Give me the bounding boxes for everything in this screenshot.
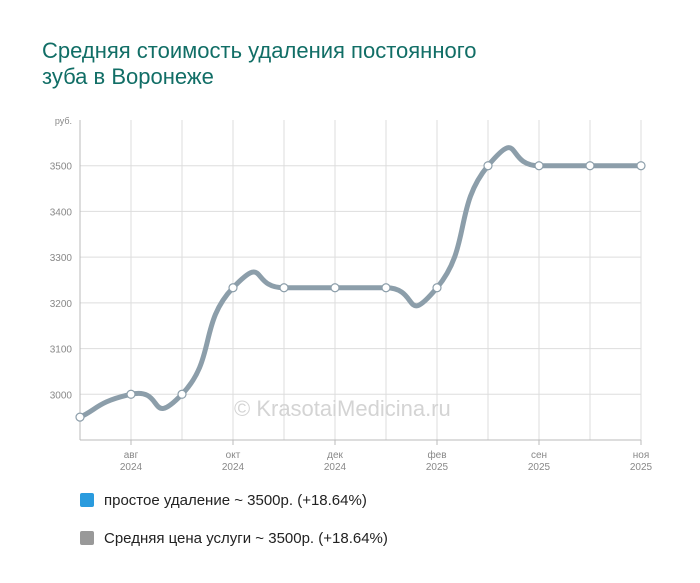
chart-title-line-1: Средняя стоимость удаления постоянного bbox=[42, 38, 477, 63]
x-tick-label-month: ноя bbox=[633, 450, 650, 461]
legend-swatch-average-price bbox=[80, 531, 94, 545]
legend-item-simple-removal[interactable]: простое удаление ~ 3500р. (+18.64%) bbox=[80, 490, 388, 510]
data-point bbox=[330, 283, 340, 293]
data-point bbox=[534, 161, 544, 171]
x-tick-label-year: 2025 bbox=[528, 462, 551, 470]
x-tick-label-year: 2025 bbox=[630, 462, 653, 470]
x-tick-label-year: 2024 bbox=[120, 462, 143, 470]
y-axis-label: руб. bbox=[55, 116, 72, 126]
series-line bbox=[77, 145, 644, 420]
x-tick-label-month: сен bbox=[531, 450, 547, 461]
y-tick-label: 3200 bbox=[50, 299, 73, 310]
y-tick-label: 3400 bbox=[50, 207, 73, 218]
x-tick-label-month: окт bbox=[226, 450, 241, 461]
chart-title: Средняя стоимость удаления постоянного з… bbox=[42, 38, 602, 90]
data-point bbox=[432, 283, 442, 293]
x-tick-label-month: дек bbox=[327, 450, 343, 461]
data-point bbox=[636, 161, 646, 171]
legend-swatch-simple-removal bbox=[80, 493, 94, 507]
legend-label-simple-removal: простое удаление ~ 3500р. (+18.64%) bbox=[104, 491, 367, 509]
legend-label-average-price: Средняя цена услуги ~ 3500р. (+18.64%) bbox=[104, 529, 388, 547]
data-point bbox=[228, 283, 238, 293]
data-point bbox=[126, 389, 136, 399]
data-point bbox=[483, 161, 493, 171]
legend-item-average-price[interactable]: Средняя цена услуги ~ 3500р. (+18.64%) bbox=[80, 528, 388, 548]
data-point bbox=[177, 389, 187, 399]
y-tick-label: 3300 bbox=[50, 253, 73, 264]
watermark: © KrasotaiMedicina.ru bbox=[234, 396, 451, 421]
chart-title-line-2: зуба в Воронеже bbox=[42, 64, 214, 89]
line-chart: 300031003200330034003500руб.авг2024окт20… bbox=[50, 116, 653, 470]
chart-legend: простое удаление ~ 3500р. (+18.64%) Сред… bbox=[80, 490, 388, 566]
x-tick-label-month: фев bbox=[427, 449, 446, 461]
data-point bbox=[585, 161, 595, 171]
data-point bbox=[279, 283, 289, 293]
y-tick-label: 3500 bbox=[50, 162, 73, 173]
x-tick-label-month: авг bbox=[124, 450, 139, 461]
x-tick-label-year: 2024 bbox=[324, 462, 347, 470]
x-tick-label-year: 2024 bbox=[222, 462, 245, 470]
x-tick-label-year: 2025 bbox=[426, 462, 449, 470]
y-tick-label: 3000 bbox=[50, 390, 73, 401]
y-tick-label: 3100 bbox=[50, 345, 73, 356]
data-point bbox=[75, 412, 85, 422]
data-point bbox=[381, 283, 391, 293]
